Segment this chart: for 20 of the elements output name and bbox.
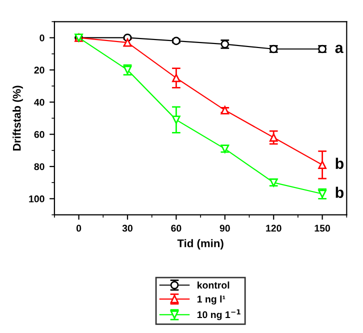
x-tick-label: 120	[266, 224, 282, 232]
y-axis-title: Driftstab (%)	[12, 86, 23, 150]
x-tick-label: 60	[171, 224, 182, 232]
y-tick-label: 100	[29, 195, 44, 202]
x-tick-label: 150	[314, 224, 330, 232]
y-tick-label: 0	[40, 34, 44, 42]
x-axis-title: Tid (min)	[177, 239, 224, 250]
y-tick-label: 80	[34, 163, 44, 170]
legend-label: 10 ng 1$^{−1}$	[197, 309, 240, 320]
y-tick-label: 20	[34, 66, 44, 74]
annotation: b	[336, 158, 344, 169]
annotation: b	[336, 186, 344, 198]
legend-label: kontrol	[198, 281, 230, 289]
legend-label: 1 ng l¹	[197, 295, 226, 305]
x-tick-label: 0	[76, 224, 82, 232]
y-tick-label: 60	[34, 131, 44, 138]
annotation: a	[335, 44, 344, 54]
x-tick-label: 90	[220, 224, 230, 232]
y-tick-label: 40	[34, 98, 44, 106]
x-tick-label: 30	[122, 224, 133, 232]
